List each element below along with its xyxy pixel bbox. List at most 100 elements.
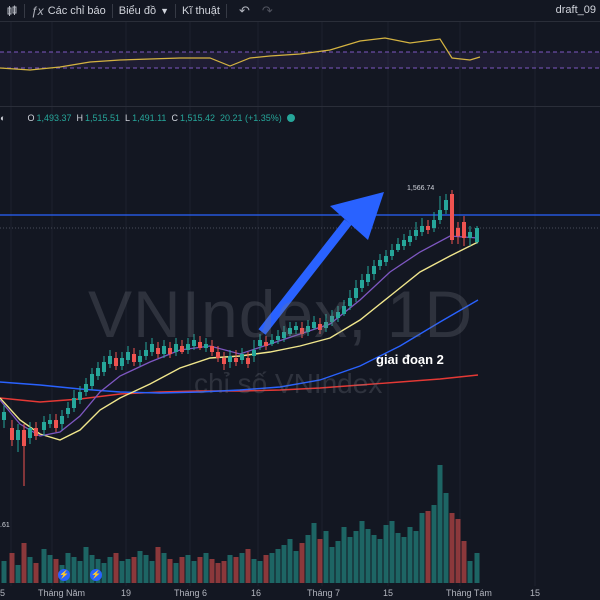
candle-down[interactable]: [168, 348, 172, 354]
candle-down[interactable]: [426, 226, 430, 230]
candle-up[interactable]: [144, 350, 148, 356]
candles-icon[interactable]: [0, 0, 24, 21]
layout-name[interactable]: draft_09: [555, 4, 596, 16]
redo-button[interactable]: ↷: [256, 0, 279, 21]
candle-down[interactable]: [22, 430, 26, 446]
indicator-pane-divider[interactable]: [0, 106, 600, 107]
candle-down[interactable]: [216, 352, 220, 358]
candle-up[interactable]: [138, 356, 142, 362]
candle-up[interactable]: [192, 340, 196, 346]
candle-up[interactable]: [276, 336, 280, 340]
candle-up[interactable]: [432, 220, 436, 228]
technical-button[interactable]: Kĩ thuật: [176, 0, 226, 21]
chart-type-button[interactable]: Biểu đồ ▼: [113, 0, 175, 21]
candle-up[interactable]: [16, 430, 20, 440]
candle-up[interactable]: [240, 354, 244, 360]
candle-up[interactable]: [408, 236, 412, 242]
candle-down[interactable]: [234, 358, 238, 362]
candle-down[interactable]: [456, 228, 460, 236]
candle-up[interactable]: [252, 350, 256, 356]
candle-up[interactable]: [102, 362, 106, 372]
candle-down[interactable]: [54, 420, 58, 428]
candle-down[interactable]: [114, 358, 118, 366]
candle-down[interactable]: [300, 328, 304, 334]
candle-up[interactable]: [378, 260, 382, 266]
candle-down[interactable]: [264, 342, 268, 346]
candle-up[interactable]: [204, 344, 208, 348]
candle-up[interactable]: [72, 398, 76, 408]
volume-bar: [107, 557, 113, 583]
candle-up[interactable]: [306, 326, 310, 332]
candle-up[interactable]: [475, 228, 479, 242]
volume-bar: [395, 533, 401, 583]
candle-up[interactable]: [174, 344, 178, 352]
candle-up[interactable]: [312, 322, 316, 328]
candle-up[interactable]: [384, 256, 388, 262]
candle-down[interactable]: [210, 346, 214, 352]
trend-arrow-shaft[interactable]: [258, 219, 352, 335]
candle-up[interactable]: [84, 384, 88, 392]
candle-up[interactable]: [28, 428, 32, 438]
candle-up[interactable]: [330, 316, 334, 322]
candle-up[interactable]: [66, 408, 70, 414]
candle-up[interactable]: [108, 356, 112, 364]
candle-up[interactable]: [390, 250, 394, 256]
candle-up[interactable]: [78, 392, 82, 400]
candle-up[interactable]: [282, 332, 286, 338]
candle-up[interactable]: [42, 422, 46, 430]
settings-circle-icon[interactable]: ◐: [0, 113, 6, 123]
candle-up[interactable]: [162, 346, 166, 354]
candle-up[interactable]: [294, 326, 298, 330]
event-flash-icon[interactable]: ⚡: [90, 569, 102, 581]
candle-up[interactable]: [336, 312, 340, 318]
event-flash-icon[interactable]: ⚡: [58, 569, 70, 581]
candle-up[interactable]: [228, 356, 232, 362]
candle-up[interactable]: [270, 340, 274, 344]
volume-bar: [161, 553, 167, 583]
candle-down[interactable]: [34, 428, 38, 436]
candle-down[interactable]: [318, 324, 322, 330]
candle-up[interactable]: [324, 322, 328, 328]
candle-down[interactable]: [462, 222, 466, 238]
candle-up[interactable]: [342, 306, 346, 314]
candle-up[interactable]: [438, 210, 442, 220]
indicators-button[interactable]: ƒx Các chỉ báo: [25, 0, 112, 21]
candle-up[interactable]: [468, 232, 472, 238]
candle-up[interactable]: [48, 420, 52, 424]
candle-down[interactable]: [222, 358, 226, 364]
time-axis[interactable]: 5 Tháng Năm 19 Tháng 6 16 Tháng 7 15 Thá…: [0, 586, 600, 600]
candle-up[interactable]: [288, 328, 292, 334]
candle-down[interactable]: [10, 428, 14, 440]
candle-up[interactable]: [348, 298, 352, 306]
candle-up[interactable]: [366, 274, 370, 282]
candle-up[interactable]: [354, 288, 358, 298]
undo-button[interactable]: ↶: [233, 0, 256, 21]
candle-down[interactable]: [180, 346, 184, 352]
volume-bar: [143, 555, 149, 583]
candle-up[interactable]: [96, 368, 100, 376]
candle-down[interactable]: [132, 354, 136, 362]
candle-up[interactable]: [150, 344, 154, 352]
candle-up[interactable]: [90, 374, 94, 386]
candle-up[interactable]: [360, 280, 364, 288]
candle-up[interactable]: [2, 412, 6, 420]
candle-up[interactable]: [372, 266, 376, 274]
candle-up[interactable]: [126, 352, 130, 360]
candle-up[interactable]: [186, 344, 190, 350]
candle-up[interactable]: [402, 240, 406, 246]
candle-up[interactable]: [444, 200, 448, 210]
candle-up[interactable]: [258, 340, 262, 346]
candle-up[interactable]: [414, 230, 418, 236]
candle-down[interactable]: [246, 358, 250, 364]
candle-down[interactable]: [450, 194, 454, 240]
visibility-icon[interactable]: [286, 114, 295, 122]
candle-up[interactable]: [396, 244, 400, 250]
candle-up[interactable]: [420, 226, 424, 232]
trend-arrow-head[interactable]: [330, 192, 384, 240]
candle-down[interactable]: [198, 342, 202, 348]
candle-up[interactable]: [60, 416, 64, 424]
phase-annotation[interactable]: giai đoạn 2: [376, 352, 444, 367]
candle-up[interactable]: [120, 358, 124, 366]
candle-down[interactable]: [156, 348, 160, 354]
